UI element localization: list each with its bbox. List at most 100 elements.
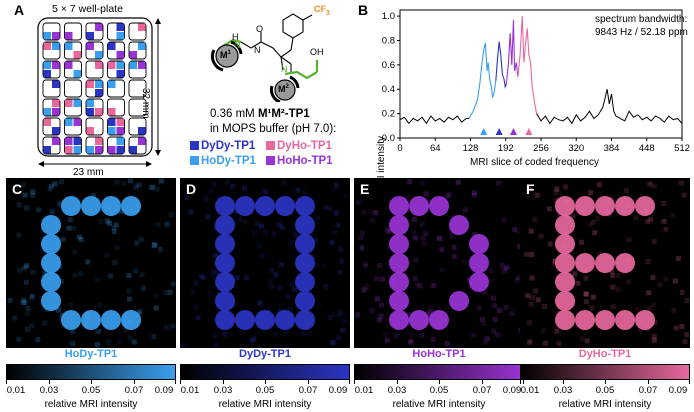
noise-pixel — [610, 272, 615, 278]
noise-pixel — [645, 259, 651, 264]
colorbar-tick — [265, 380, 266, 384]
noise-pixel — [251, 336, 257, 342]
noise-pixel — [118, 208, 123, 214]
noise-pixel — [608, 195, 614, 201]
noise-pixel — [277, 308, 283, 314]
noise-pixel — [335, 222, 341, 228]
noise-pixel — [42, 271, 48, 276]
colorbar-tick-label: 0.01 — [354, 385, 374, 396]
noise-pixel — [126, 288, 132, 294]
noise-pixel — [526, 320, 532, 326]
colorbar-tick — [689, 380, 690, 384]
panel-label-c: C — [12, 181, 23, 197]
noise-pixel — [136, 182, 142, 188]
frequency-marker — [525, 128, 533, 135]
colorbar-tick — [520, 380, 521, 384]
noise-pixel — [56, 307, 61, 313]
legend-hoho: HoHo-TP1 — [266, 155, 333, 167]
noise-pixel — [48, 183, 54, 189]
noise-pixel — [315, 215, 321, 221]
well — [107, 117, 125, 136]
noise-pixel — [111, 225, 117, 231]
colorbar-tick — [49, 380, 50, 384]
noise-pixel — [505, 264, 511, 270]
noise-pixel — [563, 184, 569, 190]
noise-pixel — [575, 280, 581, 286]
noise-pixel — [449, 234, 454, 240]
colorbar-tick — [134, 380, 135, 384]
well — [85, 22, 104, 41]
signal-blob — [555, 310, 575, 330]
noise-pixel — [684, 332, 690, 338]
noise-pixel — [265, 307, 271, 313]
noise-pixel — [541, 328, 547, 334]
signal-blob — [295, 272, 315, 292]
noise-pixel — [16, 202, 22, 208]
signal-blob — [41, 291, 61, 311]
metal-m2-circle — [274, 79, 296, 101]
noise-pixel — [134, 240, 140, 246]
signal-blob — [555, 215, 575, 235]
noise-pixel — [326, 205, 332, 211]
well — [64, 60, 82, 79]
signal-blob — [295, 234, 315, 254]
noise-pixel — [273, 272, 279, 278]
noise-pixel — [281, 179, 287, 185]
signal-blob — [429, 196, 449, 216]
noise-pixel — [378, 313, 384, 319]
noise-pixel — [330, 340, 336, 345]
noise-pixel — [259, 223, 264, 229]
signal-blob — [389, 253, 409, 273]
well — [85, 136, 104, 155]
signal-blob — [575, 310, 595, 330]
noise-pixel — [494, 332, 500, 338]
noise-pixel — [503, 305, 509, 311]
noise-pixel — [471, 192, 477, 198]
well — [64, 117, 82, 136]
noise-pixel — [29, 323, 35, 329]
noise-pixel — [104, 252, 110, 258]
noise-pixel — [22, 300, 28, 306]
well — [42, 60, 61, 79]
noise-pixel — [570, 213, 576, 219]
noise-pixel — [532, 216, 538, 222]
noise-pixel — [411, 229, 417, 235]
signal-blob — [555, 196, 575, 216]
well — [64, 136, 82, 155]
signal-blob — [615, 310, 635, 330]
noise-pixel — [650, 275, 656, 280]
noise-pixel — [491, 328, 497, 334]
noise-pixel — [472, 231, 478, 237]
noise-pixel — [21, 265, 27, 271]
noise-pixel — [340, 327, 346, 333]
colorbar-tick-label: 0.03 — [553, 385, 573, 396]
noise-pixel — [327, 315, 333, 321]
noise-pixel — [412, 217, 417, 223]
noise-pixel — [647, 181, 653, 187]
noise-pixel — [193, 280, 199, 286]
noise-pixel — [108, 273, 113, 279]
noise-pixel — [106, 220, 112, 226]
chart-annotation-line2: 9843 Hz / 52.18 ppm — [595, 27, 688, 38]
noise-pixel — [72, 249, 78, 255]
noise-pixel — [591, 266, 597, 272]
signal-blob — [61, 310, 81, 330]
noise-pixel — [66, 225, 72, 231]
noise-pixel — [29, 293, 35, 299]
noise-pixel — [684, 298, 690, 303]
noise-pixel — [634, 306, 640, 312]
colorbar-tick-label: 0.07 — [298, 385, 318, 396]
noise-pixel — [439, 267, 445, 273]
noise-pixel — [408, 338, 414, 344]
noise-pixel — [121, 181, 127, 187]
noise-pixel — [170, 281, 176, 287]
noise-pixel — [356, 199, 361, 205]
noise-pixel — [211, 181, 217, 187]
noise-pixel — [535, 297, 541, 303]
noise-pixel — [363, 263, 369, 269]
noise-pixel — [393, 333, 399, 339]
well-plate-title: 5 × 7 well-plate — [52, 3, 123, 15]
noise-pixel — [516, 275, 522, 281]
x-tick-label: 384 — [604, 143, 620, 154]
colorbar-tick-label: 0.05 — [429, 385, 449, 396]
